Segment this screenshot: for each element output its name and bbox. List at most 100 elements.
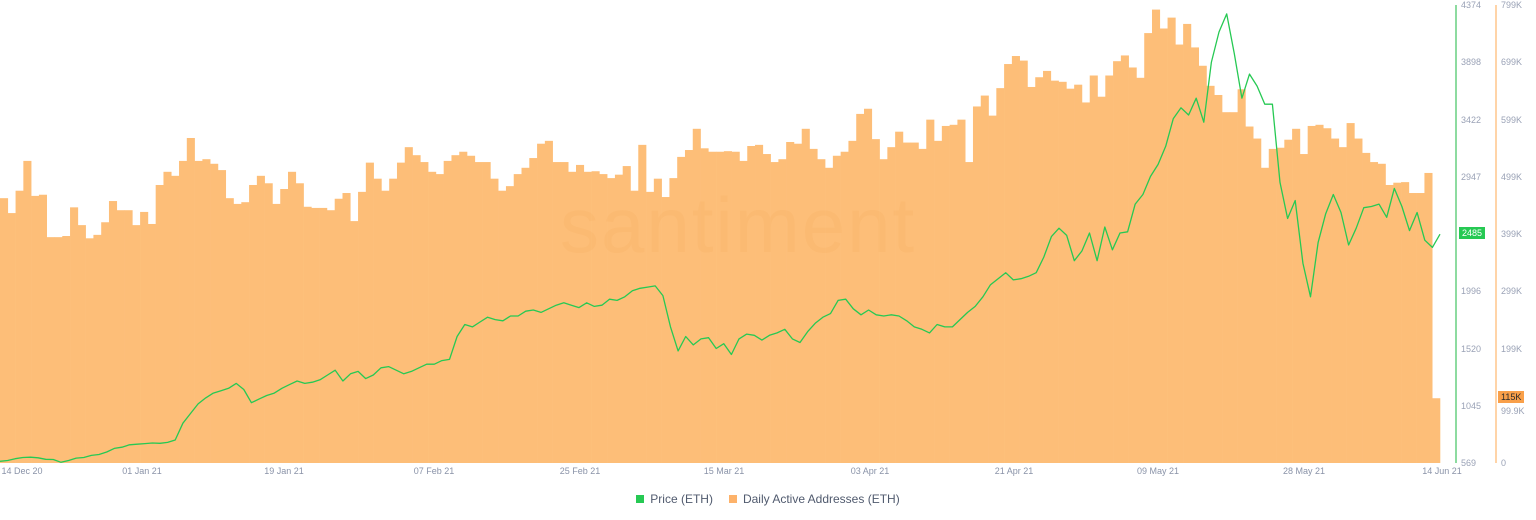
- price-swatch-icon: [636, 495, 645, 503]
- bar: [918, 148, 927, 463]
- bar: [93, 234, 102, 463]
- addresses-tick: 0: [1501, 458, 1507, 468]
- bar: [934, 140, 943, 463]
- bar: [677, 156, 686, 463]
- bar: [256, 175, 265, 463]
- addresses-tick: 699K: [1501, 57, 1523, 68]
- bar: [809, 148, 818, 463]
- legend-item-price[interactable]: Price (ETH): [636, 492, 713, 506]
- bar: [972, 106, 982, 464]
- addresses-tick: 399K: [1501, 229, 1523, 239]
- bar: [108, 201, 118, 464]
- x-tick: 07 Feb 21: [413, 466, 455, 476]
- bar: [132, 225, 141, 463]
- bar: [1424, 172, 1433, 463]
- bar: [233, 203, 242, 463]
- bar: [373, 178, 382, 463]
- bar: [1097, 96, 1106, 464]
- price-axis-line: [1455, 5, 1457, 463]
- bar: [1253, 138, 1262, 463]
- bar: [848, 140, 857, 463]
- bar: [77, 225, 86, 463]
- bar: [412, 155, 421, 463]
- x-tick: 14 Dec 20: [1, 466, 43, 476]
- bar: [1284, 139, 1293, 463]
- bar: [965, 162, 974, 463]
- bar: [467, 155, 476, 463]
- bar: [1331, 138, 1340, 463]
- bar: [443, 160, 452, 463]
- bar: [303, 206, 312, 463]
- bar: [498, 190, 507, 463]
- x-tick: 09 May 21: [1136, 466, 1180, 476]
- bar: [669, 178, 678, 464]
- bar: [1346, 123, 1355, 463]
- addresses-tick: 299K: [1501, 286, 1523, 297]
- bar: [1105, 75, 1114, 463]
- bar: [825, 167, 834, 464]
- bar: [755, 144, 764, 464]
- bar: [879, 159, 888, 463]
- bar: [62, 236, 71, 463]
- bar: [210, 163, 219, 463]
- bar: [311, 207, 320, 463]
- bar: [630, 190, 639, 463]
- bar: [225, 198, 234, 464]
- bar: [179, 160, 188, 463]
- legend-item-addresses[interactable]: Daily Active Addresses (ETH): [728, 492, 900, 506]
- bar: [1035, 77, 1044, 463]
- bar: [646, 191, 655, 463]
- bar: [926, 119, 935, 463]
- bar: [599, 174, 608, 463]
- legend-label-addresses: Daily Active Addresses (ETH): [742, 492, 900, 506]
- bar: [1159, 28, 1168, 463]
- bar: [1260, 167, 1270, 464]
- bar: [607, 178, 616, 464]
- bar: [1276, 147, 1285, 464]
- bar: [326, 210, 335, 463]
- bar: [381, 190, 390, 463]
- bar: [723, 151, 732, 464]
- x-tick: 01 Jan 21: [122, 466, 162, 476]
- bar: [1152, 9, 1161, 464]
- bar: [871, 139, 880, 463]
- bar: [1432, 398, 1441, 463]
- bar: [1043, 70, 1052, 464]
- price-tick: 2947: [1461, 171, 1482, 182]
- bar: [1120, 55, 1129, 463]
- bar: [576, 164, 585, 463]
- bar: [350, 221, 359, 463]
- bar: [1237, 89, 1246, 463]
- addresses-swatch-icon: [728, 495, 737, 503]
- bar: [513, 174, 522, 463]
- bar: [420, 162, 429, 463]
- bar: [716, 151, 725, 464]
- bar: [31, 195, 40, 463]
- bar: [1089, 75, 1098, 463]
- bar: [147, 223, 156, 463]
- bar: [1401, 182, 1410, 463]
- price-tick: 569: [1461, 458, 1477, 468]
- price-tick: 1996: [1461, 286, 1482, 297]
- bar: [840, 151, 849, 464]
- bar: [731, 151, 740, 464]
- bar: [1183, 23, 1192, 463]
- bar: [38, 194, 47, 464]
- bar: [1416, 193, 1425, 463]
- price-tick: 3422: [1461, 114, 1482, 125]
- bar: [1362, 152, 1371, 463]
- bar: [1136, 77, 1145, 464]
- bar: [295, 183, 304, 463]
- bar: [186, 137, 195, 464]
- bar: [264, 183, 273, 463]
- bar: [1354, 138, 1363, 463]
- bar: [1004, 64, 1013, 463]
- bar: [537, 143, 546, 463]
- bar: [614, 174, 623, 464]
- bar: [365, 162, 374, 463]
- bar: [0, 198, 9, 464]
- bar: [1315, 124, 1324, 464]
- bar: [1229, 112, 1238, 463]
